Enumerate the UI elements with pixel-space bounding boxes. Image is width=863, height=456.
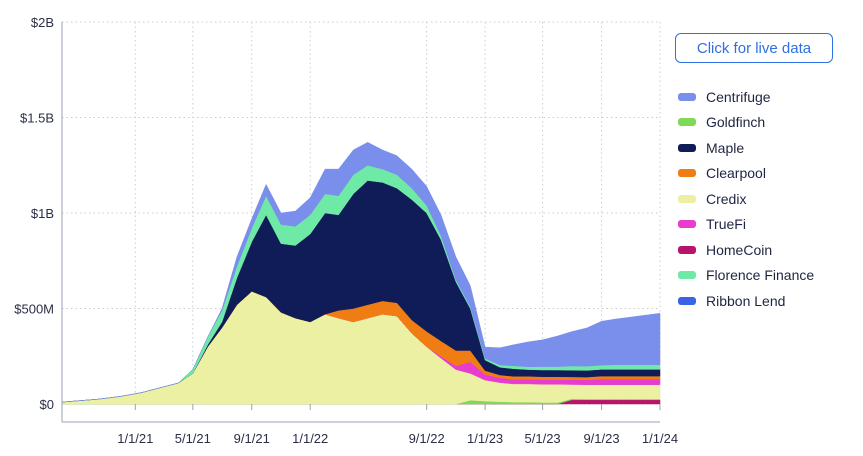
legend-label: Centrifuge xyxy=(706,88,771,105)
legend-item: Florence Finance xyxy=(678,263,814,289)
x-tick-label: 1/1/24 xyxy=(642,431,678,446)
legend-label: Florence Finance xyxy=(706,267,815,284)
grid xyxy=(62,21,661,405)
area-series-group xyxy=(61,142,661,405)
area-series-centrifuge xyxy=(61,142,661,403)
legend-label: TrueFi xyxy=(706,216,746,233)
legend-label: Maple xyxy=(706,139,745,156)
x-tick-label: 1/1/21 xyxy=(117,431,153,446)
chart-legend: Centrifuge Goldfinch Maple Clearpool Credix T… xyxy=(678,84,814,314)
legend-label: Credix xyxy=(706,190,747,207)
legend-item: HomeCoin xyxy=(678,237,814,263)
legend-label: Clearpool xyxy=(706,165,766,182)
x-tick-label: 9/1/23 xyxy=(583,431,619,446)
legend-label: Ribbon Lend xyxy=(706,292,786,309)
x-tick-label: 9/1/22 xyxy=(409,431,445,446)
legend-item: Clearpool xyxy=(678,161,814,187)
legend-swatch xyxy=(678,92,696,101)
legend-label: Goldfinch xyxy=(706,114,766,131)
x-tick-label: 5/1/23 xyxy=(525,431,561,446)
y-tick-label: $1.5B xyxy=(20,111,54,126)
axes: $0 $500M $1B $1.5B $2B 1/1/21 5/1/21 9/1/21 1/1/… xyxy=(14,15,678,446)
x-tick-label: 1/1/23 xyxy=(467,431,503,446)
legend-swatch xyxy=(678,220,696,229)
legend-label: HomeCoin xyxy=(706,241,773,258)
legend-item: TrueFi xyxy=(678,212,814,238)
legend-item: Credix xyxy=(678,186,814,212)
legend-item: Ribbon Lend xyxy=(678,288,814,314)
legend-swatch xyxy=(678,271,696,280)
legend-swatch xyxy=(678,245,696,254)
x-tick-label: 1/1/22 xyxy=(292,431,328,446)
legend-swatch xyxy=(678,143,696,152)
legend-swatch xyxy=(678,296,696,305)
legend-swatch xyxy=(678,169,696,178)
legend-item: Goldfinch xyxy=(678,110,814,136)
live-data-button[interactable]: Click for live data xyxy=(675,33,833,63)
y-tick-label: $500M xyxy=(14,302,54,317)
legend-swatch xyxy=(678,118,696,127)
x-tick-label: 5/1/21 xyxy=(175,431,211,446)
legend-item: Centrifuge xyxy=(678,84,814,110)
y-tick-label: $0 xyxy=(40,397,54,412)
legend-item: Maple xyxy=(678,135,814,161)
legend-swatch xyxy=(678,194,696,203)
y-tick-label: $2B xyxy=(31,15,54,30)
x-tick-label: 9/1/21 xyxy=(234,431,270,446)
y-tick-label: $1B xyxy=(31,206,54,221)
